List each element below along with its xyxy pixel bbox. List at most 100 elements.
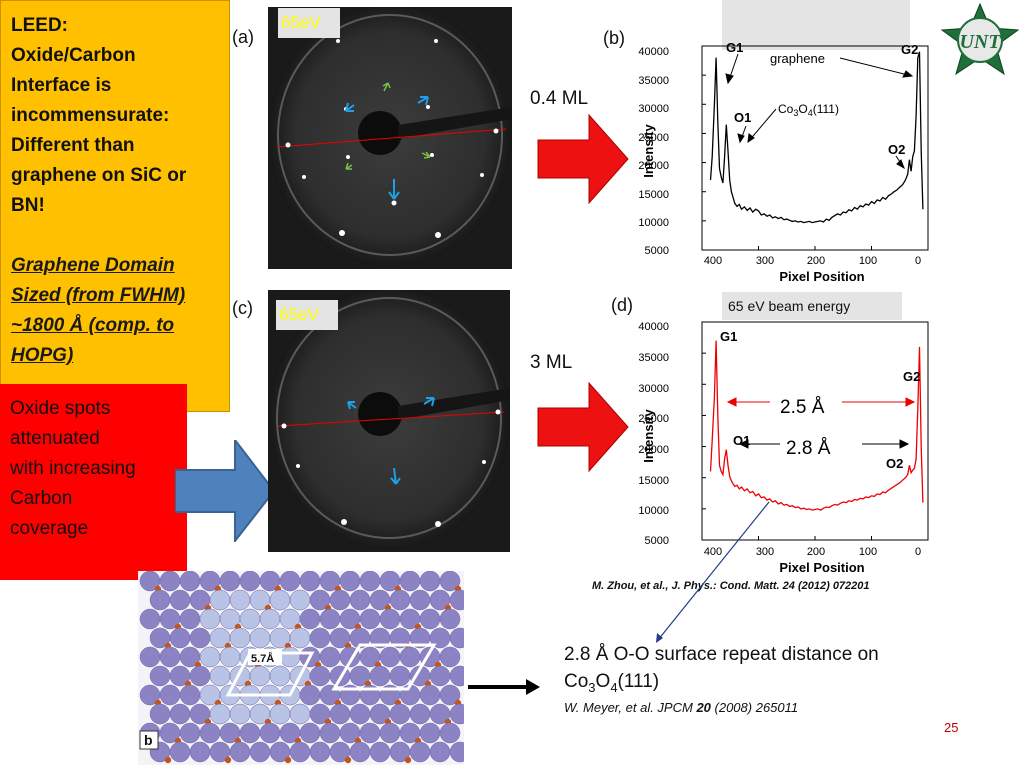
intensity-line bbox=[709, 51, 924, 224]
coverage-label-bottom: 3 ML bbox=[530, 352, 573, 373]
oxygen-atom bbox=[439, 646, 461, 668]
plot-d-axes bbox=[701, 321, 929, 541]
xtick-label: 100 bbox=[859, 255, 877, 267]
annotation-arrows-b bbox=[725, 53, 914, 170]
peak-label-o1: O1 bbox=[734, 110, 751, 125]
ytick-label: 15000 bbox=[638, 475, 669, 487]
panel-label-d: (d) bbox=[611, 295, 633, 315]
citation-zhou: M. Zhou, et al., J. Phys.: Cond. Matt. 2… bbox=[592, 580, 870, 592]
cobalt-atom bbox=[344, 756, 352, 764]
sidebar-summary-box: LEED: Oxide/Carbon Interface is incommen… bbox=[0, 0, 230, 412]
oxide-note-box: Oxide spots attenuated with increasing C… bbox=[0, 384, 187, 580]
ytick-label: 5000 bbox=[645, 245, 669, 257]
cobalt-atom bbox=[284, 756, 292, 764]
oxygen-atom bbox=[449, 665, 464, 687]
xtick-label: 300 bbox=[756, 255, 774, 267]
xtick-label: 400 bbox=[704, 255, 722, 267]
domain-line: Sized (from FWHM) bbox=[11, 285, 186, 306]
plot-b-axes bbox=[701, 45, 929, 251]
domain-line: ~1800 Å (comp. to bbox=[11, 315, 175, 336]
co3o4-label: Co3O4(111) bbox=[778, 102, 839, 118]
ytick-label: 25000 bbox=[638, 413, 669, 425]
ytick-label: 40000 bbox=[638, 321, 669, 333]
unt-logo-icon: UNT bbox=[940, 2, 1020, 76]
unt-logo-text: UNT bbox=[959, 31, 1001, 53]
co3o4-line: Co3O4(111) bbox=[564, 671, 660, 695]
cobalt-atom bbox=[164, 756, 172, 764]
ytick-label: 35000 bbox=[638, 352, 669, 364]
ytick-label: 30000 bbox=[638, 103, 669, 115]
blue-arrow-icon bbox=[175, 440, 275, 542]
plot-b: 40000 35000 30000 25000 20000 15000 1000… bbox=[638, 40, 929, 284]
red-arrow-top-icon bbox=[537, 114, 629, 204]
peak-label-g1: G1 bbox=[720, 329, 737, 344]
lattice-scale-label: 5.7Å bbox=[251, 652, 274, 665]
peak-label-g2: G2 bbox=[903, 369, 920, 384]
note-line: Carbon bbox=[10, 488, 73, 509]
oxygen-atom bbox=[449, 741, 464, 763]
heading-line: Oxide/Carbon bbox=[11, 45, 136, 66]
y-axis-label: Intensity bbox=[641, 409, 656, 463]
domain-size-note: Graphene Domain Sized (from FWHM) ~1800 … bbox=[11, 251, 221, 371]
oxygen-atom bbox=[439, 684, 461, 706]
note-line: attenuated bbox=[10, 428, 100, 449]
xtick-label: 200 bbox=[807, 255, 825, 267]
distance-label-o: 2.8 Å bbox=[786, 438, 831, 459]
graphene-label: graphene bbox=[770, 51, 825, 66]
coverage-label-top: 0.4 ML bbox=[530, 88, 589, 109]
oo-distance-line: 2.8 Å O-O surface repeat distance on bbox=[564, 644, 879, 665]
ytick-label: 30000 bbox=[638, 383, 669, 395]
leed-image-c bbox=[268, 290, 510, 552]
heading-line: BN! bbox=[11, 195, 45, 216]
plot-d-title: 65 eV beam energy bbox=[722, 292, 902, 320]
g-distance-arrow bbox=[726, 397, 916, 407]
lattice-spheres bbox=[139, 571, 464, 764]
xtick-label: 100 bbox=[859, 546, 877, 558]
oxygen-atom bbox=[439, 608, 461, 630]
leed-pattern-a bbox=[268, 7, 512, 269]
lattice-overlay: 5.7Å b bbox=[139, 643, 437, 750]
ytick-label: 5000 bbox=[645, 535, 669, 547]
ytick-label: 20000 bbox=[638, 160, 669, 172]
oo-distance-text: 2.8 Å O-O surface repeat distance on Co3… bbox=[564, 641, 879, 701]
peak-label-o2: O2 bbox=[886, 456, 903, 471]
black-arrow-icon bbox=[468, 679, 540, 695]
leed-image-a bbox=[268, 7, 512, 269]
energy-label-c: 65eV bbox=[276, 300, 338, 330]
connector-line bbox=[656, 501, 770, 643]
intensity-line bbox=[709, 340, 924, 511]
heading-line: Different than bbox=[11, 135, 135, 156]
lattice-image: 5.7Å b bbox=[138, 571, 464, 765]
heading-line: Interface is bbox=[11, 75, 112, 96]
peak-label-g1: G1 bbox=[726, 40, 743, 55]
oxygen-atom bbox=[439, 722, 461, 744]
xtick-label: 0 bbox=[915, 255, 921, 267]
y-axis-label: Intensity bbox=[641, 124, 656, 178]
oxygen-atom bbox=[449, 589, 464, 611]
xtick-label: 300 bbox=[756, 546, 774, 558]
ytick-label: 10000 bbox=[638, 217, 669, 229]
oxygen-atom bbox=[449, 703, 464, 725]
xtick-label: 0 bbox=[915, 546, 921, 558]
citation-meyer: W. Meyer, et al. JPCM 20 (2008) 265011 bbox=[564, 700, 799, 715]
sidebar-heading: LEED: Oxide/Carbon Interface is incommen… bbox=[11, 11, 221, 221]
note-line: Oxide spots bbox=[10, 398, 111, 419]
leed-pattern-c bbox=[268, 290, 510, 552]
plot-b-title-box bbox=[722, 0, 910, 50]
oxygen-atom bbox=[449, 627, 464, 649]
distance-label-g: 2.5 Å bbox=[780, 397, 825, 418]
ytick-label: 10000 bbox=[638, 505, 669, 517]
cobalt-atom bbox=[404, 756, 412, 764]
o-distance-arrow bbox=[738, 439, 910, 449]
note-line: with increasing bbox=[10, 458, 136, 479]
peak-label-o2: O2 bbox=[888, 142, 905, 157]
oxygen-atom bbox=[439, 571, 461, 592]
heading-line: incommensurate: bbox=[11, 105, 170, 126]
panel-label-b: (b) bbox=[603, 28, 625, 48]
ytick-label: 15000 bbox=[638, 189, 669, 201]
heading-line: LEED: bbox=[11, 15, 68, 36]
heading-line: graphene on SiC or bbox=[11, 165, 187, 186]
red-arrow-bottom-icon bbox=[537, 382, 629, 472]
ytick-label: 40000 bbox=[638, 46, 669, 58]
plot-d: 40000 35000 30000 25000 20000 15000 1000… bbox=[638, 321, 929, 575]
